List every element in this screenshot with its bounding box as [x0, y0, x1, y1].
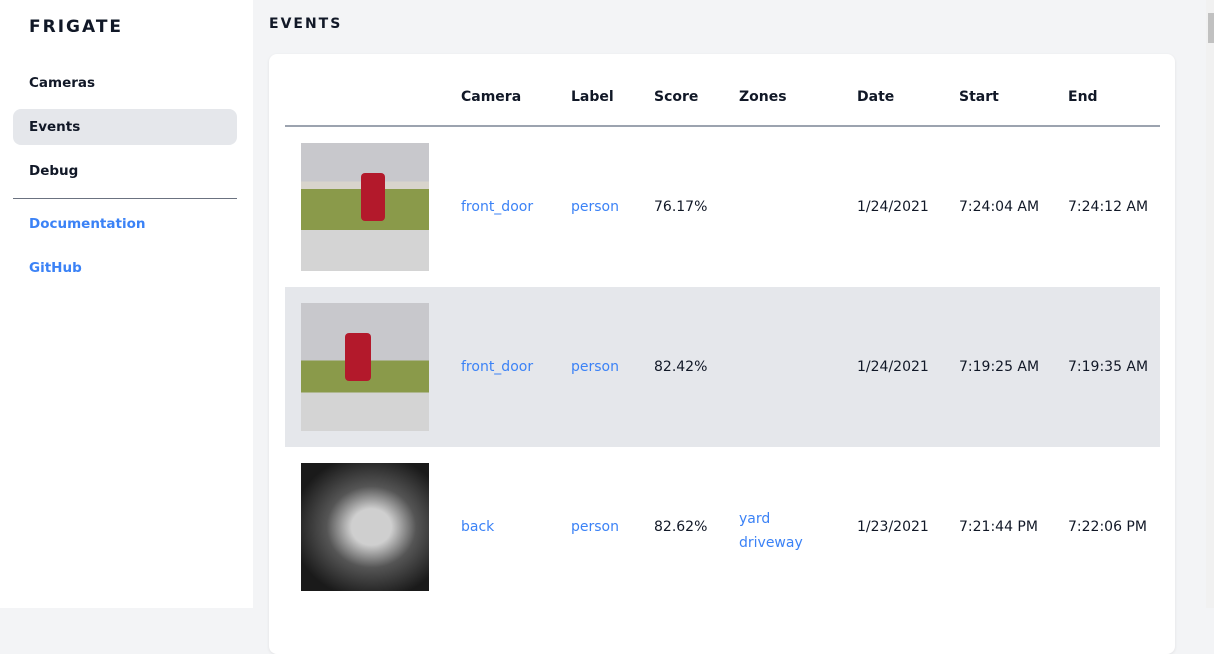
label-link[interactable]: person: [571, 199, 619, 215]
sidebar: FRIGATE Cameras Events Debug Documentati…: [0, 0, 253, 608]
camera-link[interactable]: front_door: [461, 359, 534, 375]
end-time: 7:19:35 AM: [1068, 359, 1149, 375]
header-zones: Zones: [739, 89, 787, 105]
table-row[interactable]: back person 82.62% yard driveway 1/23/20…: [285, 447, 1160, 607]
score: 76.17%: [654, 199, 708, 215]
header-end: End: [1068, 89, 1098, 105]
score: 82.62%: [654, 519, 708, 535]
zone-link[interactable]: yard: [739, 511, 771, 527]
event-thumbnail[interactable]: [301, 303, 429, 431]
table-row[interactable]: front_door person 82.42% 1/24/2021 7:19:…: [285, 287, 1160, 447]
camera-link[interactable]: front_door: [461, 199, 534, 215]
events-table: Camera Label Score Zones Date Start End …: [285, 54, 1160, 607]
end-time: 7:24:12 AM: [1068, 199, 1149, 215]
event-thumbnail[interactable]: [301, 463, 429, 591]
header-start: Start: [959, 89, 999, 105]
sidebar-item-cameras[interactable]: Cameras: [29, 75, 96, 91]
header-label: Label: [571, 89, 614, 105]
table-row[interactable]: front_door person 76.17% 1/24/2021 7:24:…: [285, 127, 1160, 287]
start-time: 7:19:25 AM: [959, 359, 1040, 375]
label-link[interactable]: person: [571, 519, 619, 535]
brand-logo: FRIGATE: [29, 17, 124, 37]
link-documentation[interactable]: Documentation: [29, 216, 146, 232]
sidebar-divider: [13, 198, 237, 199]
header-camera: Camera: [461, 89, 522, 105]
date: 1/24/2021: [857, 359, 929, 375]
start-time: 7:21:44 PM: [959, 519, 1038, 535]
page-title: EVENTS: [269, 16, 343, 32]
sidebar-item-debug[interactable]: Debug: [29, 163, 79, 179]
camera-link[interactable]: back: [461, 519, 495, 535]
label-link[interactable]: person: [571, 359, 619, 375]
events-card: Camera Label Score Zones Date Start End …: [269, 54, 1175, 654]
scrollbar[interactable]: [1206, 0, 1214, 608]
zones: yard driveway: [739, 507, 803, 555]
table-header: Camera Label Score Zones Date Start End: [285, 54, 1160, 127]
date: 1/24/2021: [857, 199, 929, 215]
scrollbar-thumb[interactable]: [1208, 13, 1214, 43]
start-time: 7:24:04 AM: [959, 199, 1040, 215]
event-thumbnail[interactable]: [301, 143, 429, 271]
date: 1/23/2021: [857, 519, 929, 535]
header-date: Date: [857, 89, 895, 105]
zone-link[interactable]: driveway: [739, 535, 803, 551]
link-github[interactable]: GitHub: [29, 260, 82, 276]
end-time: 7:22:06 PM: [1068, 519, 1147, 535]
score: 82.42%: [654, 359, 708, 375]
sidebar-item-events[interactable]: Events: [13, 109, 237, 145]
header-score: Score: [654, 89, 699, 105]
